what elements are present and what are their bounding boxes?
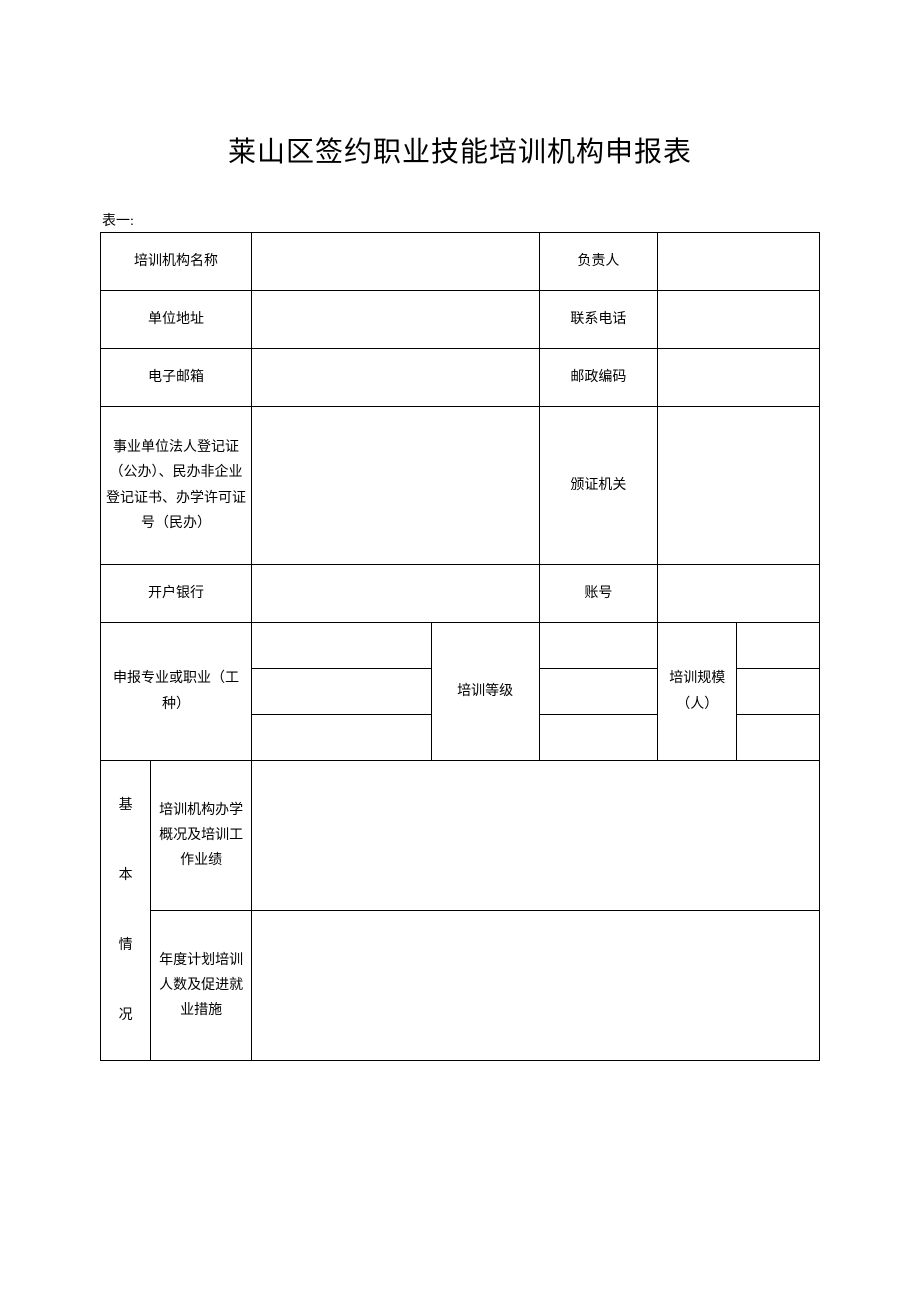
- label-overview: 培训机构办学概况及培训工作业绩: [151, 761, 252, 911]
- row-profession-1: 申报专业或职业（工种） 培训等级 培训规模（人）: [101, 623, 820, 669]
- label-bank: 开户银行: [101, 565, 252, 623]
- row-license: 事业单位法人登记证（公办）、民办非企业登记证书、办学许可证号（民办） 颁证机关: [101, 407, 820, 565]
- label-postal: 邮政编码: [539, 349, 658, 407]
- value-phone: [658, 291, 820, 349]
- label-email: 电子邮箱: [101, 349, 252, 407]
- label-org-name: 培训机构名称: [101, 233, 252, 291]
- value-profession-3: [251, 715, 431, 761]
- row-overview: 基 本 情 况 培训机构办学概况及培训工作业绩: [101, 761, 820, 911]
- value-org-name: [251, 233, 539, 291]
- value-postal: [658, 349, 820, 407]
- label-annual-plan: 年度计划培训人数及促进就业措施: [151, 911, 252, 1061]
- row-address: 单位地址 联系电话: [101, 291, 820, 349]
- label-account: 账号: [539, 565, 658, 623]
- value-level-3: [539, 715, 658, 761]
- value-account: [658, 565, 820, 623]
- label-address: 单位地址: [101, 291, 252, 349]
- row-org-name: 培训机构名称 负责人: [101, 233, 820, 291]
- value-bank: [251, 565, 539, 623]
- row-bank: 开户银行 账号: [101, 565, 820, 623]
- row-email: 电子邮箱 邮政编码: [101, 349, 820, 407]
- value-address: [251, 291, 539, 349]
- row-annual-plan: 年度计划培训人数及促进就业措施: [101, 911, 820, 1061]
- label-training-level: 培训等级: [431, 623, 539, 761]
- basic-char-3: 情: [119, 938, 133, 953]
- basic-char-2: 本: [119, 868, 133, 883]
- basic-char-1: 基: [119, 798, 133, 813]
- label-license: 事业单位法人登记证（公办）、民办非企业登记证书、办学许可证号（民办）: [101, 407, 252, 565]
- label-profession: 申报专业或职业（工种）: [101, 623, 252, 761]
- document-page: 莱山区签约职业技能培训机构申报表 表一: 培训机构名称 负责人 单位地址 联系电…: [0, 0, 920, 1061]
- value-responsible: [658, 233, 820, 291]
- value-scale-3: [737, 715, 820, 761]
- value-annual-plan: [251, 911, 819, 1061]
- value-license: [251, 407, 539, 565]
- value-level-1: [539, 623, 658, 669]
- value-profession-2: [251, 669, 431, 715]
- value-issuing-authority: [658, 407, 820, 565]
- label-phone: 联系电话: [539, 291, 658, 349]
- application-form-table: 培训机构名称 负责人 单位地址 联系电话 电子邮箱 邮政编码 事业单位法人登记证…: [100, 232, 820, 1061]
- value-email: [251, 349, 539, 407]
- value-scale-2: [737, 669, 820, 715]
- value-level-2: [539, 669, 658, 715]
- value-profession-1: [251, 623, 431, 669]
- document-title: 莱山区签约职业技能培训机构申报表: [100, 130, 820, 170]
- table-label: 表一:: [100, 210, 820, 230]
- label-basic-info: 基 本 情 况: [101, 761, 151, 1061]
- label-training-scale: 培训规模（人）: [658, 623, 737, 761]
- label-responsible: 负责人: [539, 233, 658, 291]
- value-overview: [251, 761, 819, 911]
- basic-char-4: 况: [119, 1008, 133, 1023]
- value-scale-1: [737, 623, 820, 669]
- label-issuing-authority: 颁证机关: [539, 407, 658, 565]
